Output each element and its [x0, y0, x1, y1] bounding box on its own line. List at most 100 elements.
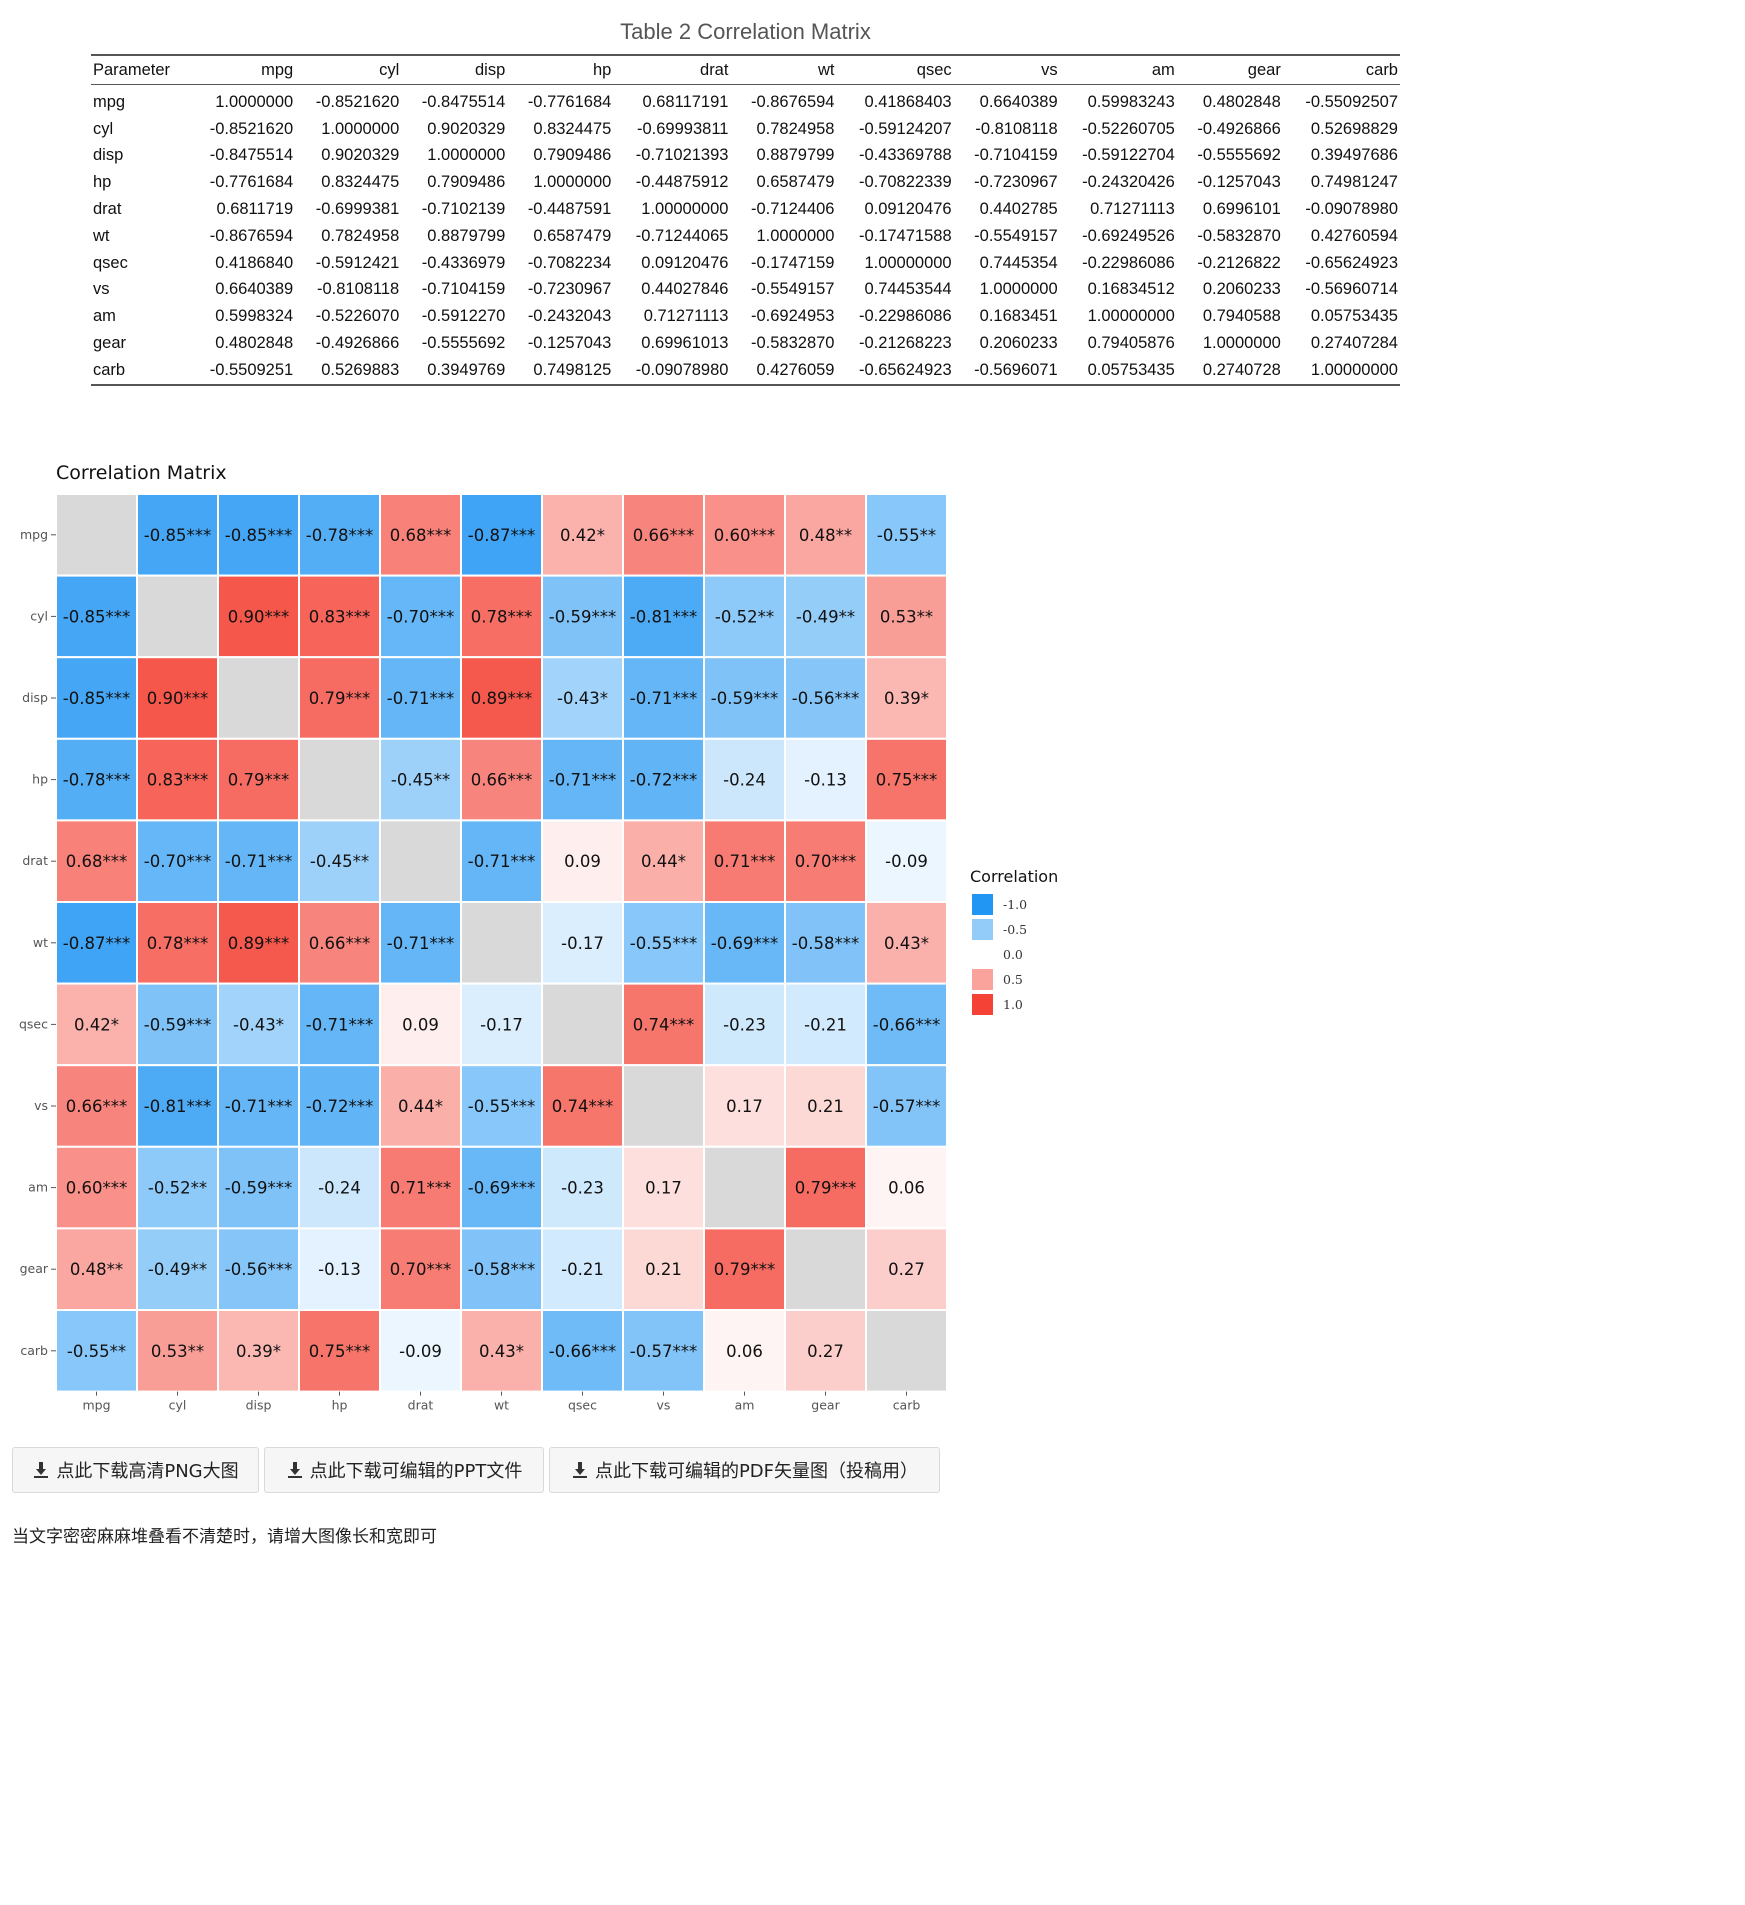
- heatmap-cell: [703, 493, 786, 577]
- table-header-cell: carb: [1365, 60, 1398, 79]
- table-cell: 1.0000000: [321, 119, 400, 138]
- heatmap-cell: [298, 656, 381, 740]
- heatmap-cell-label: -0.85***: [63, 689, 130, 708]
- heatmap-cell-label: -0.23: [561, 1179, 604, 1198]
- y-axis-tick-label: am: [28, 1180, 48, 1195]
- heatmap-cell-label: -0.55***: [468, 1097, 535, 1116]
- table-header-cell: mpg: [261, 60, 294, 79]
- heatmap-cell: [379, 1309, 462, 1393]
- table-cell: 0.39497686: [1310, 146, 1398, 165]
- heatmap-cell-label: 0.06: [888, 1179, 925, 1198]
- heatmap-cell-label: -0.71***: [387, 689, 454, 708]
- table-cell: 0.6587479: [756, 173, 835, 192]
- correlation-table-section: Table 2 Correlation Matrix Parameter mpg c…: [91, 18, 1400, 386]
- table-row-label: wt: [93, 226, 110, 245]
- table-cell: 0.9020329: [427, 119, 506, 138]
- heatmap-cell: [784, 1309, 867, 1393]
- table-cell: -0.1257043: [527, 334, 612, 353]
- heatmap-cell-label: -0.78***: [306, 526, 373, 545]
- table-cell: 0.71271113: [1090, 200, 1175, 219]
- table-header-cell: vs: [1041, 60, 1058, 79]
- table-cell: -0.22986086: [1082, 253, 1175, 272]
- table-cell: -0.21268223: [858, 334, 952, 353]
- table-row-label: disp: [93, 146, 124, 165]
- heatmap-cell: [703, 819, 786, 903]
- download-icon: [572, 1462, 587, 1478]
- heatmap-cell-label: 0.42*: [560, 526, 605, 545]
- table-cell: -0.56960714: [1305, 280, 1398, 299]
- heatmap-cell: [136, 493, 219, 577]
- heatmap-cell-label: -0.66***: [549, 1342, 616, 1361]
- heatmap-cell: [55, 1227, 138, 1312]
- heatmap-cell-label: -0.70***: [144, 852, 211, 871]
- heatmap-cell-label: 0.71***: [714, 852, 776, 871]
- heatmap-cell-label: 0.48**: [70, 1260, 123, 1279]
- heatmap-cell: [217, 656, 300, 740]
- heatmap-cell-label: -0.81***: [144, 1097, 211, 1116]
- heatmap-cell-label: -0.09: [399, 1342, 442, 1361]
- table-row: gear 0.4802848 -0.4926866 -0.5555692 -0.1257…: [91, 330, 1400, 357]
- heatmap-cell-label: -0.59***: [144, 1015, 211, 1034]
- heatmap-cell-label: 0.39*: [236, 1342, 281, 1361]
- table-cell: 0.52698829: [1310, 119, 1398, 138]
- x-axis-tick-label: wt: [494, 1398, 509, 1413]
- heatmap-cell-label: -0.87***: [63, 934, 130, 953]
- heatmap-cell-label: 0.74***: [633, 1015, 695, 1034]
- table-header-cell: am: [1151, 60, 1175, 79]
- download-ppt-button[interactable]: 点此下载可编辑的PPT文件: [264, 1447, 544, 1493]
- table-cell: 0.7940588: [1202, 307, 1281, 326]
- table-cell: -0.5696071: [974, 360, 1058, 379]
- table-cell: 0.6996101: [1202, 200, 1281, 219]
- x-axis-tick-label: mpg: [82, 1398, 110, 1413]
- heatmap-cell: [217, 574, 300, 659]
- table-cell: 0.4402785: [979, 200, 1058, 219]
- table-cell: -0.8676594: [209, 226, 294, 245]
- table-cell: 0.7824958: [321, 226, 400, 245]
- heatmap-cell: [298, 1064, 381, 1148]
- heatmap-cell-label: 0.09: [402, 1015, 439, 1034]
- x-axis-tick-label: vs: [657, 1398, 671, 1413]
- table-cell: -0.59124207: [858, 119, 952, 138]
- table-cell: -0.69993811: [637, 119, 729, 138]
- table-cell: -0.17471588: [858, 226, 952, 245]
- heatmap-cell-label: 0.21: [645, 1260, 682, 1279]
- table-cell: -0.8475514: [209, 146, 294, 165]
- y-axis-tick-label: carb: [20, 1343, 48, 1358]
- table-cell: 0.5269883: [321, 360, 400, 379]
- y-axis-tick-label: cyl: [30, 608, 48, 623]
- heatmap-cell: [622, 982, 705, 1067]
- heatmap-cell-label: -0.71***: [225, 1097, 292, 1116]
- legend-swatch: [972, 969, 993, 990]
- legend-title: Correlation: [970, 867, 1058, 886]
- table-cell: 0.74453544: [864, 280, 952, 299]
- table-cell: 0.79405876: [1087, 334, 1175, 353]
- heatmap-cell: [865, 737, 948, 822]
- table-row: hp -0.7761684 0.8324475 0.7909486 1.0000000 -…: [91, 169, 1400, 196]
- heatmap-cell: [217, 901, 300, 985]
- heatmap-cell: [136, 819, 219, 903]
- y-axis-tick-label: disp: [22, 690, 48, 705]
- heatmap-cell-label: 0.44*: [398, 1097, 443, 1116]
- y-axis-tick-label: hp: [32, 772, 48, 787]
- table-cell: -0.2126822: [1197, 253, 1281, 272]
- heatmap-cell: [541, 1064, 624, 1148]
- heatmap-cell-label: -0.55**: [877, 526, 936, 545]
- table-cell: 0.44027846: [641, 280, 729, 299]
- heatmap-cell-label: 0.66***: [471, 771, 533, 790]
- download-png-button[interactable]: 点此下载高清PNG大图: [12, 1447, 259, 1493]
- correlation-table: Parameter mpg cyl disp hp drat wt qsec vs am gear c…: [91, 54, 1400, 386]
- table-row-label: gear: [93, 334, 127, 353]
- table-cell: 1.0000000: [1202, 334, 1281, 353]
- table-cell: -0.24320426: [1082, 173, 1175, 192]
- heatmap-cell-label: 0.53**: [880, 607, 933, 626]
- table-cell: -0.59122704: [1082, 146, 1175, 165]
- heatmap-cell-label: -0.71***: [225, 852, 292, 871]
- heatmap-cell: [298, 1309, 381, 1393]
- heatmap-cell: [703, 1064, 786, 1148]
- download-pdf-button[interactable]: 点此下载可编辑的PDF矢量图（投稿用）: [549, 1447, 940, 1493]
- heatmap-cell: [55, 901, 138, 985]
- heatmap-cell: [541, 493, 624, 577]
- legend-swatch: [972, 894, 993, 915]
- heatmap-cell-label: 0.27: [888, 1260, 925, 1279]
- table-cell: 0.6640389: [979, 92, 1058, 111]
